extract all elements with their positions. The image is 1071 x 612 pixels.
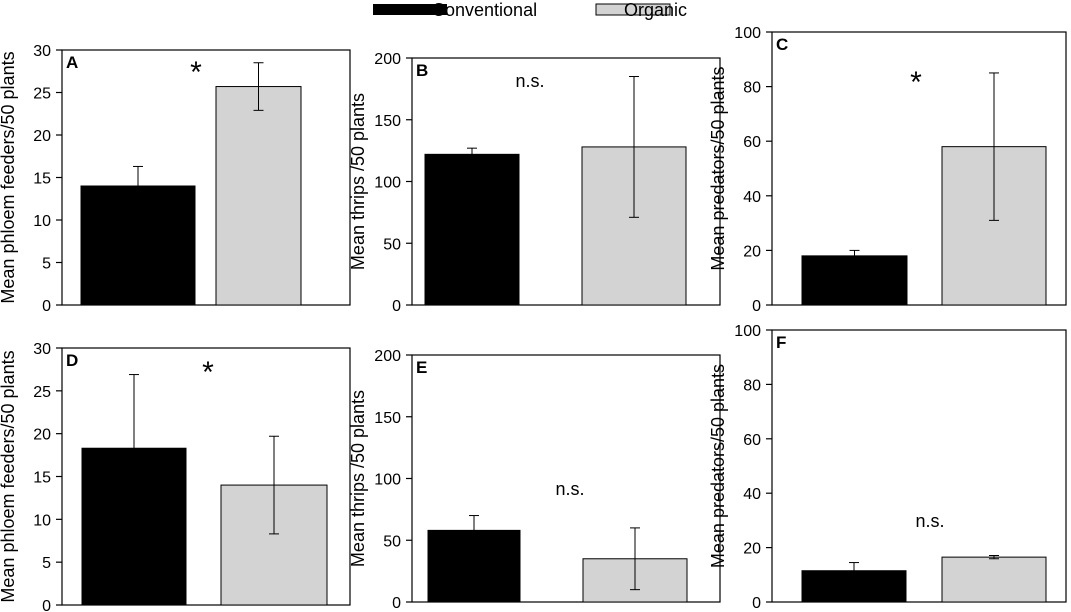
chart-panel-c: 0 20 40 60 80 100 Mean predators/50 plants C * xyxy=(708,25,1067,315)
legend-swatch-conventional xyxy=(373,4,447,15)
y-tick-label: 40 xyxy=(743,189,761,206)
y-tick-label: 40 xyxy=(743,486,761,503)
legend-swatch-organic xyxy=(595,3,671,16)
y-tick-label: 100 xyxy=(734,323,761,340)
y-tick-label: 80 xyxy=(743,80,761,97)
bar-organic xyxy=(215,86,302,306)
significance-label: n.s. xyxy=(915,511,944,531)
chart-panel-a: 0 5 10 15 20 25 30 Mean phloem feeders/50 plant… xyxy=(0,43,351,315)
y-tick-label: 25 xyxy=(33,384,51,401)
y-axis-label: Mean phloem feeders/50 plants xyxy=(0,51,18,303)
legend: Conventional Organic xyxy=(373,0,687,20)
bar-conventional xyxy=(424,153,520,306)
chart-panel-b: 0 50 100 150 200 Mean thrips /50 plants Bn.s. xyxy=(348,51,721,315)
panel-label: D xyxy=(66,351,78,370)
panel-label: F xyxy=(776,333,786,352)
y-tick-label: 100 xyxy=(734,25,761,42)
y-tick-label: 100 xyxy=(374,472,401,489)
y-tick-label: 20 xyxy=(33,427,51,444)
plot-frame xyxy=(771,31,1067,306)
y-tick-label: 0 xyxy=(752,595,761,612)
y-tick-label: 200 xyxy=(374,51,401,68)
y-tick-label: 15 xyxy=(33,470,51,487)
y-tick-label: 150 xyxy=(374,113,401,130)
chart-panel-f: 0 20 40 60 80 100 Mean predators/50 plants Fn.s… xyxy=(708,323,1067,612)
y-tick-label: 5 xyxy=(42,555,51,572)
significance-label: * xyxy=(202,356,214,389)
y-axis-label: Mean predators/50 plants xyxy=(708,364,728,568)
y-tick-label: 20 xyxy=(33,128,51,145)
y-tick-label: 20 xyxy=(743,243,761,260)
y-axis-label: Mean thrips /50 plants xyxy=(348,390,368,567)
chart-panel-e: 0 50 100 150 200 Mean thrips /50 plants En.s. xyxy=(348,348,721,612)
bar-organic xyxy=(941,556,1047,603)
panel-label: A xyxy=(66,53,78,72)
panels: 0 5 10 15 20 25 30 Mean phloem feeders/50 plant… xyxy=(0,25,1067,612)
y-tick-label: 10 xyxy=(33,213,51,230)
y-tick-label: 15 xyxy=(33,171,51,188)
plot-frame xyxy=(771,329,1067,603)
significance-label: n.s. xyxy=(555,479,584,499)
chart-panel-d: 0 5 10 15 20 25 30 Mean phloem feeders/50 plant… xyxy=(0,341,351,612)
y-tick-label: 150 xyxy=(374,410,401,427)
y-tick-label: 0 xyxy=(42,298,51,315)
panel-label: C xyxy=(776,35,788,54)
panel-label: B xyxy=(416,61,428,80)
significance-label: n.s. xyxy=(515,71,544,91)
y-tick-label: 0 xyxy=(392,595,401,612)
y-tick-label: 200 xyxy=(374,348,401,365)
y-tick-label: 0 xyxy=(752,298,761,315)
y-tick-label: 0 xyxy=(42,598,51,612)
significance-label: * xyxy=(190,56,202,89)
y-tick-label: 25 xyxy=(33,86,51,103)
y-tick-label: 10 xyxy=(33,512,51,529)
significance-label: * xyxy=(910,66,922,99)
y-tick-label: 20 xyxy=(743,541,761,558)
y-axis-label: Mean thrips /50 plants xyxy=(348,93,368,270)
bar-conventional xyxy=(427,529,521,603)
y-tick-label: 60 xyxy=(743,134,761,151)
panel-label: E xyxy=(416,358,427,377)
y-tick-label: 30 xyxy=(33,43,51,60)
bar-conventional xyxy=(801,255,908,306)
y-tick-label: 5 xyxy=(42,256,51,273)
y-tick-label: 100 xyxy=(374,175,401,192)
y-axis-label: Mean phloem feeders/50 plants xyxy=(0,350,18,602)
y-axis-label: Mean predators/50 plants xyxy=(708,66,728,270)
y-tick-label: 0 xyxy=(392,298,401,315)
y-tick-label: 60 xyxy=(743,432,761,449)
y-tick-label: 50 xyxy=(383,533,401,550)
legend-label-conventional: Conventional xyxy=(432,0,537,20)
y-tick-label: 80 xyxy=(743,377,761,394)
y-tick-label: 50 xyxy=(383,236,401,253)
legend-label-organic: Organic xyxy=(624,0,687,20)
y-tick-label: 30 xyxy=(33,341,51,358)
